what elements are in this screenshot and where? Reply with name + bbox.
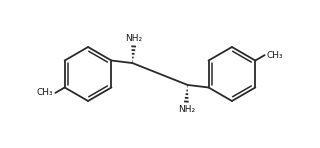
- Text: NH₂: NH₂: [178, 106, 195, 114]
- Text: CH₃: CH₃: [37, 88, 53, 97]
- Text: NH₂: NH₂: [125, 34, 142, 42]
- Text: CH₃: CH₃: [267, 51, 283, 60]
